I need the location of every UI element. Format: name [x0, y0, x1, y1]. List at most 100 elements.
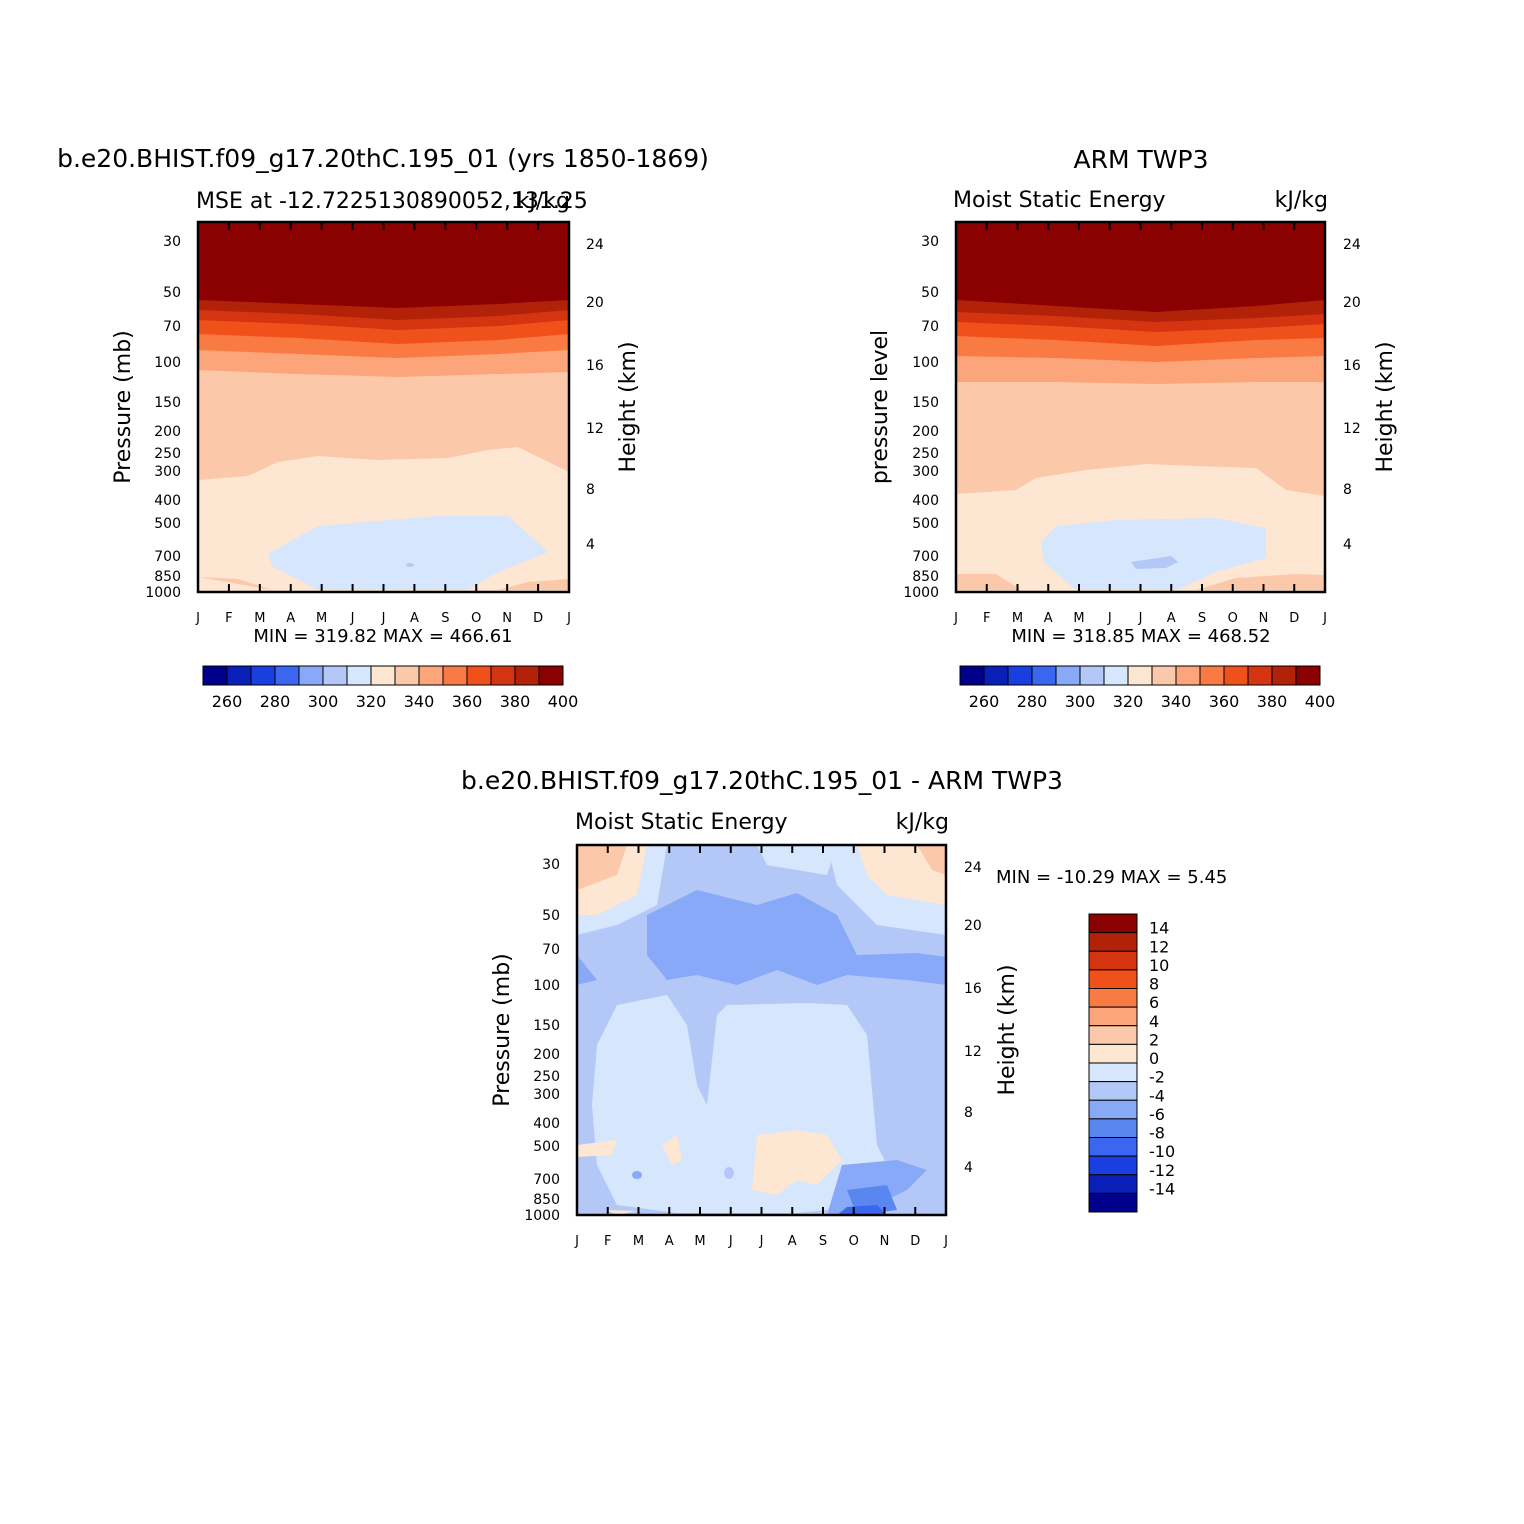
colorbar-label: 400 — [548, 692, 579, 711]
panel-diff: b.e20.BHIST.f09_g17.20thC.195_01 - ARM T… — [461, 766, 1227, 1249]
y-tick-label: 1000 — [145, 585, 181, 601]
x-tick-label: O — [471, 611, 481, 626]
x-tick-label: S — [441, 611, 449, 626]
y-right-tick-label: 8 — [1343, 482, 1352, 498]
colorbar-box — [1199, 665, 1225, 686]
panel-obs-field — [956, 222, 1325, 592]
y-tick-label: 200 — [154, 424, 181, 440]
x-tick-label: M — [316, 611, 327, 626]
panel-obs: ARM TWP3 Moist Static Energy kJ/kg 30 50 — [868, 145, 1398, 711]
y-tick-label: 70 — [921, 319, 939, 335]
colorbar-box — [202, 665, 228, 686]
y-tick-label: 250 — [533, 1069, 560, 1085]
panel-diff-minmax: MIN = -10.29 MAX = 5.45 — [996, 867, 1227, 888]
colorbar-label: -2 — [1149, 1068, 1165, 1087]
y-tick-label: 100 — [154, 355, 181, 371]
x-tick-label: J — [350, 611, 355, 626]
colorbar-box — [538, 665, 564, 686]
colorbar-box — [442, 665, 468, 686]
y-tick-label: 250 — [912, 446, 939, 462]
panel-diff-y-right-ticks: 24 20 16 12 8 4 — [964, 860, 982, 1176]
colorbar-box — [983, 665, 1009, 686]
y-tick-label: 700 — [912, 549, 939, 565]
colorbar-label: 260 — [212, 692, 243, 711]
colorbar-label: -8 — [1149, 1124, 1165, 1143]
colorbar-box — [490, 665, 516, 686]
y-tick-label: 100 — [533, 978, 560, 994]
y-right-tick-label: 16 — [964, 981, 982, 997]
x-tick-label: J — [953, 611, 958, 626]
y-right-tick-label: 24 — [964, 860, 982, 876]
colorbar-label: -10 — [1149, 1142, 1175, 1161]
panel-obs-y-right-ticks: 24 20 16 12 8 4 — [1343, 237, 1361, 553]
colorbar-label: 340 — [404, 692, 435, 711]
colorbar-box — [418, 665, 444, 686]
x-tick-label: J — [943, 1234, 948, 1249]
x-tick-label: J — [566, 611, 571, 626]
colorbar-box — [322, 665, 348, 686]
x-tick-label: J — [728, 1234, 733, 1249]
colorbar-label: 8 — [1149, 975, 1159, 994]
x-tick-label: M — [694, 1234, 705, 1249]
colorbar-box — [466, 665, 492, 686]
colorbar-box — [1127, 665, 1153, 686]
y-tick-label: 700 — [533, 1172, 560, 1188]
x-tick-label: N — [1259, 611, 1269, 626]
panel-model-subtitle-right: kJ/kg — [517, 189, 570, 214]
panel-obs-ylabel: pressure level — [868, 330, 893, 484]
colorbar-box — [1088, 1062, 1138, 1083]
colorbar-box — [1088, 1155, 1138, 1176]
x-tick-label: J — [381, 611, 386, 626]
x-tick-label: N — [502, 611, 512, 626]
colorbar-box — [1088, 1043, 1138, 1064]
colorbar-box — [1055, 665, 1081, 686]
y-tick-label: 50 — [542, 908, 560, 924]
y-tick-label: 1000 — [524, 1208, 560, 1224]
x-tick-label: F — [983, 611, 990, 626]
panel-model-ylabel: Pressure (mb) — [111, 330, 136, 484]
colorbar-box — [1088, 1137, 1138, 1157]
colorbar-box — [1007, 665, 1033, 686]
panel-diff-subtitle-left: Moist Static Energy — [575, 810, 788, 835]
colorbar-label: 360 — [1209, 692, 1240, 711]
x-tick-label: F — [225, 611, 232, 626]
y-tick-label: 300 — [533, 1087, 560, 1103]
y-tick-label: 850 — [154, 569, 181, 585]
colorbar-label: 10 — [1149, 956, 1169, 975]
panel-model-title: b.e20.BHIST.f09_g17.20thC.195_01 (yrs 18… — [57, 144, 709, 173]
colorbar-box — [1103, 665, 1129, 686]
y-tick-label: 400 — [912, 493, 939, 509]
axis-tick-marks — [197, 222, 1326, 1215]
colorbar-label: 14 — [1149, 919, 1169, 938]
x-tick-label: A — [410, 611, 419, 626]
y-tick-label: 300 — [912, 464, 939, 480]
x-tick-label: M — [633, 1234, 644, 1249]
y-right-tick-label: 12 — [586, 421, 604, 437]
x-tick-label: O — [1228, 611, 1238, 626]
x-tick-label: A — [1167, 611, 1176, 626]
panel-obs-minmax: MIN = 318.85 MAX = 468.52 — [1011, 626, 1270, 647]
colorbar-box — [1223, 665, 1249, 686]
panel-obs-plot — [954, 220, 1327, 594]
colorbar-label: 0 — [1149, 1049, 1159, 1068]
y-right-tick-label: 20 — [586, 295, 604, 311]
x-tick-label: S — [1198, 611, 1206, 626]
colorbar-label: 300 — [308, 692, 339, 711]
colorbar-box — [1088, 1006, 1138, 1027]
x-tick-label: A — [665, 1234, 674, 1249]
x-tick-label: A — [286, 611, 295, 626]
x-tick-label: J — [195, 611, 200, 626]
y-tick-label: 500 — [912, 516, 939, 532]
y-right-tick-label: 4 — [586, 537, 595, 553]
y-tick-label: 500 — [154, 516, 181, 532]
panel-model-plot — [196, 220, 571, 594]
x-tick-label: A — [1044, 611, 1053, 626]
panel-model-y-right-ticks: 24 20 16 12 8 4 — [586, 237, 604, 553]
colorbar-label: -12 — [1149, 1161, 1175, 1180]
colorbar-label: 320 — [1113, 692, 1144, 711]
y-tick-label: 100 — [912, 355, 939, 371]
colorbar-box — [1151, 665, 1177, 686]
y-tick-label: 700 — [154, 549, 181, 565]
y-tick-label: 1000 — [903, 585, 939, 601]
y-tick-label: 200 — [912, 424, 939, 440]
